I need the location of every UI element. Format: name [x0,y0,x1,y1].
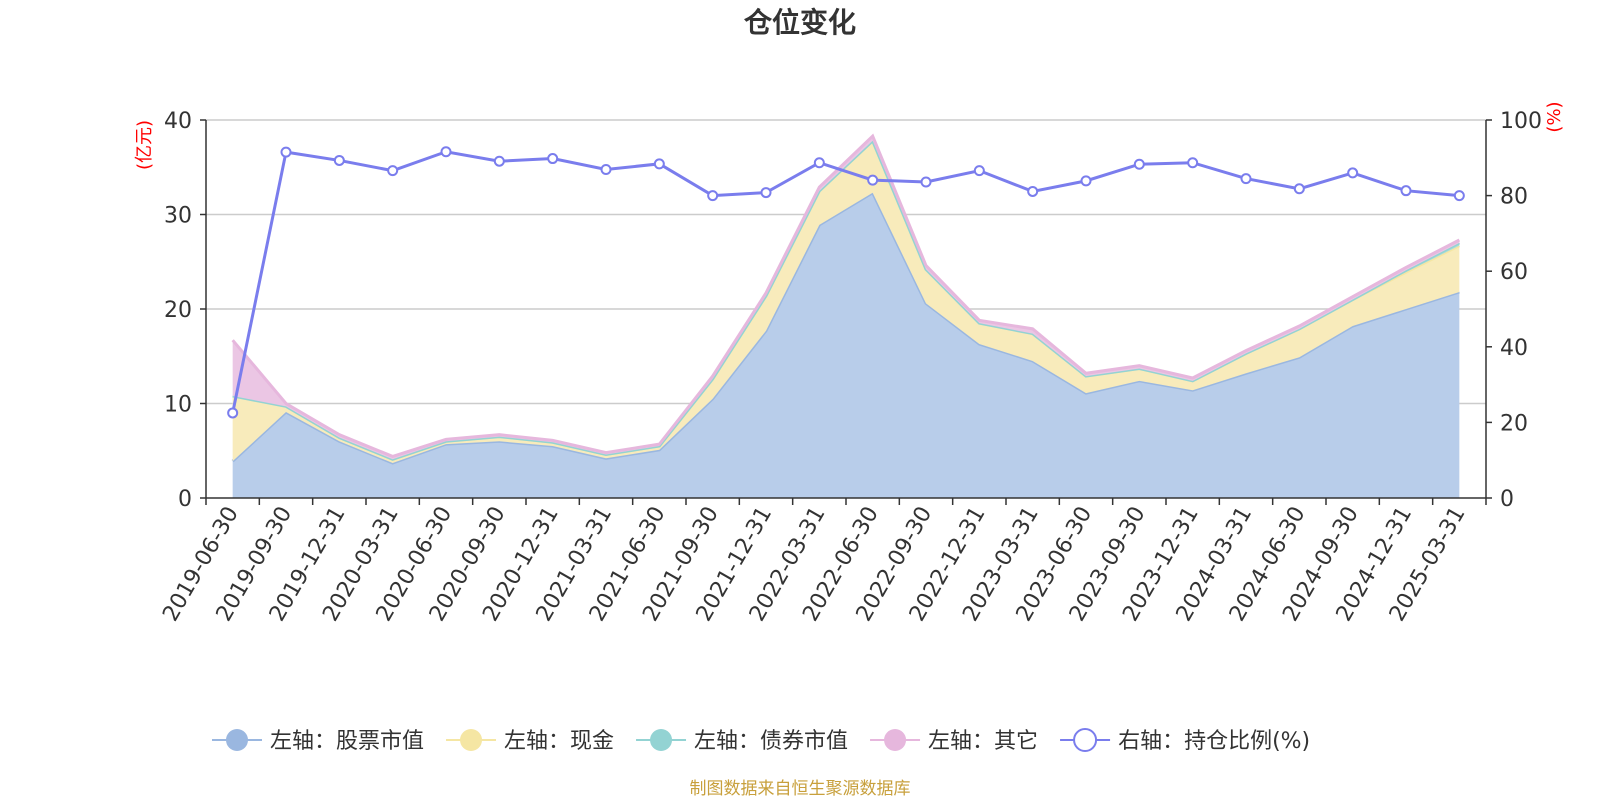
holding-ratio-point [813,157,825,169]
area-series [231,133,1461,498]
source-note: 制图数据来自恒生聚源数据库 [690,779,911,799]
holding-ratio-point [1293,183,1305,195]
holding-ratio-point [1027,185,1039,197]
chart-title: 仓位变化 [744,6,856,39]
legend-marker-4 [884,729,907,751]
legend-marker-3 [650,729,673,751]
holding-ratio-point [280,146,292,158]
holding-ratio-point [333,154,345,166]
left-axis-tick-label: 30 [164,204,192,229]
legend-marker-2 [460,729,483,751]
legend-label-4: 左轴：其它 [928,729,1038,754]
holding-ratio-point [1347,167,1359,179]
left-axis-tick-label: 20 [164,298,192,323]
left-axis-unit: (亿元) [134,120,155,170]
holding-ratio-point [1187,157,1199,169]
holding-ratio-point [707,190,719,202]
right-axis-tick-label: 100 [1500,109,1542,134]
left-axis-tick-label: 0 [178,487,192,512]
holding-ratio-point [387,165,399,177]
left-axis-tick-label: 10 [164,393,192,418]
area-fill-series-1 [232,192,1460,498]
right-axis-unit: (%) [1544,101,1565,132]
holding-ratio-point [227,407,239,419]
right-axis-tick-label: 0 [1500,487,1514,512]
legend-label-3: 左轴：债券市值 [694,729,848,754]
area-fill-series-2 [232,140,1460,464]
left-axis-tick-label: 40 [164,109,192,134]
holding-ratio-point [440,146,452,158]
holding-ratio-point [760,187,772,199]
holding-ratio-point [1080,175,1092,187]
holding-ratio-line [231,150,1460,414]
legend-label-5: 右轴：持仓比例(%) [1118,729,1310,754]
holding-ratio-point [493,155,505,167]
holding-ratio-point [973,165,985,177]
right-axis-tick-label: 80 [1500,185,1528,210]
area-line-series-4 [231,133,1461,459]
holding-ratio-point [920,176,932,188]
holding-ratio-point [653,158,665,170]
legend-marker-5 [1073,728,1098,752]
line-series [227,146,1465,419]
holding-ratio-point [1133,158,1145,170]
legend-label-1: 左轴：股票市值 [270,729,424,754]
holding-ratio-point [547,153,559,165]
holding-ratio-point [867,174,879,186]
holding-ratio-point [1453,190,1465,202]
right-axis-tick-label: 60 [1500,260,1528,285]
legend: 左轴：股票市值 左轴：现金 左轴：债券市值 左轴：其它 右轴：持仓比例(%) [212,728,1310,754]
legend-marker-1 [226,729,248,751]
right-axis-tick-label: 40 [1500,336,1528,361]
legend-label-2: 左轴：现金 [504,729,614,754]
right-axis-tick-label: 20 [1500,411,1528,436]
holding-ratio-point [600,164,612,176]
holding-ratio-point [1400,185,1412,197]
holding-ratio-point [1240,173,1252,185]
